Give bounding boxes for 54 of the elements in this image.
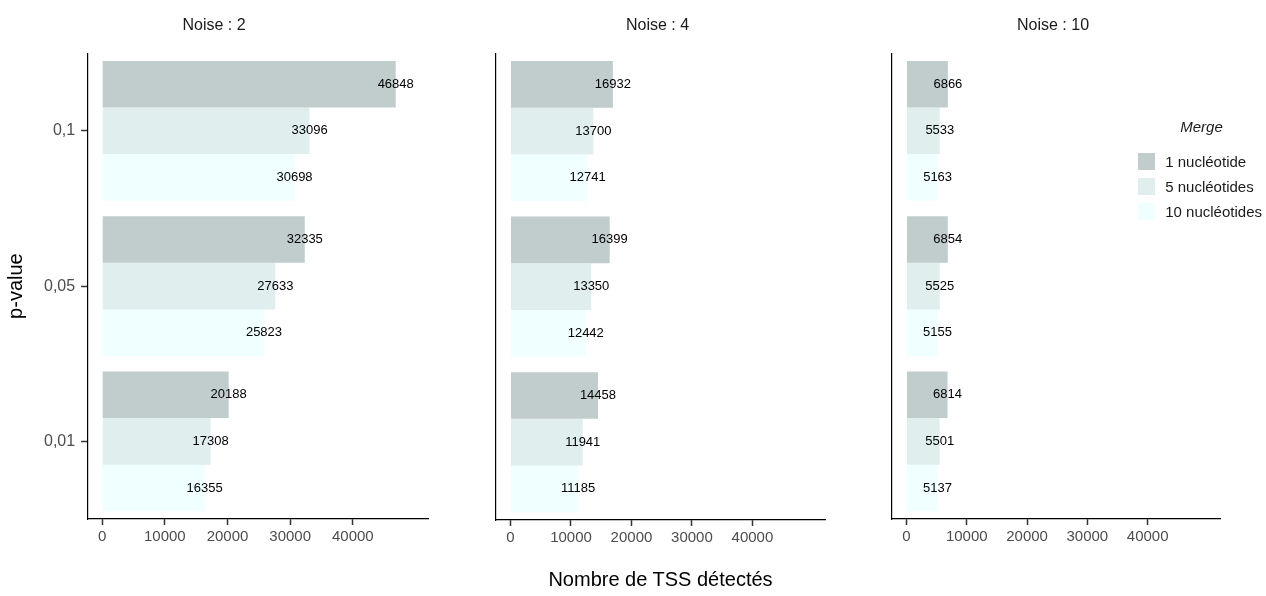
data-label: 5155 bbox=[923, 324, 953, 340]
data-label: 33096 bbox=[291, 122, 328, 138]
chart-title: Noise : 10 bbox=[1016, 16, 1090, 34]
x-tick-label: 10000 bbox=[945, 527, 988, 545]
legend-label: 10 nucléotides bbox=[1165, 203, 1262, 220]
data-label: 16399 bbox=[591, 231, 628, 247]
data-label: 5525 bbox=[925, 277, 955, 293]
data-label: 11185 bbox=[561, 480, 596, 496]
data-label: 5137 bbox=[922, 479, 952, 495]
legend-label: 1 nucléotide bbox=[1165, 153, 1247, 170]
y-tick-label: 0,1 bbox=[52, 121, 76, 139]
data-label: 16355 bbox=[186, 479, 223, 495]
x-tick-label: 40000 bbox=[731, 528, 774, 546]
data-label: 12741 bbox=[569, 169, 606, 185]
data-label: 6866 bbox=[933, 75, 963, 91]
x-axis-title: Nombre de TSS détectés bbox=[548, 567, 773, 590]
data-label: 11941 bbox=[565, 433, 601, 449]
x-tick-label: 40000 bbox=[1126, 527, 1169, 545]
x-tick-label: 30000 bbox=[671, 528, 713, 546]
data-label: 46848 bbox=[377, 75, 414, 91]
x-tick-label: 10000 bbox=[143, 527, 186, 545]
x-tick-label: 30000 bbox=[1066, 527, 1109, 545]
data-label: 13350 bbox=[573, 278, 610, 294]
data-label: 27633 bbox=[257, 277, 294, 293]
data-label: 6854 bbox=[933, 231, 963, 247]
data-label: 12442 bbox=[567, 324, 604, 340]
chart-title: Noise : 2 bbox=[182, 16, 246, 34]
x-tick-label: 20000 bbox=[1006, 527, 1048, 545]
x-tick-label: 0 bbox=[902, 527, 911, 545]
x-tick-label: 0 bbox=[506, 528, 515, 546]
x-tick-label: 40000 bbox=[331, 527, 374, 545]
data-label: 5163 bbox=[923, 168, 953, 184]
data-label: 32335 bbox=[286, 231, 323, 247]
x-tick-label: 20000 bbox=[206, 527, 249, 545]
x-tick-label: 0 bbox=[98, 527, 107, 545]
data-label: 30698 bbox=[276, 168, 313, 184]
data-label: 25823 bbox=[245, 324, 283, 340]
legend-label: 5 nucléotides bbox=[1165, 178, 1254, 195]
chart-title: Noise : 4 bbox=[625, 16, 690, 34]
x-tick-label: 10000 bbox=[550, 528, 592, 546]
data-label: 16932 bbox=[594, 75, 631, 91]
y-tick-label: 0,05 bbox=[44, 276, 76, 294]
data-label: 17308 bbox=[192, 432, 229, 448]
y-axis-title: p-value bbox=[3, 253, 26, 319]
data-label: 14458 bbox=[579, 387, 617, 403]
x-tick-label: 30000 bbox=[269, 527, 312, 545]
legend-title: Merge bbox=[1180, 118, 1224, 135]
x-tick-label: 20000 bbox=[610, 528, 653, 546]
data-label: 13700 bbox=[575, 122, 612, 138]
data-label: 5501 bbox=[925, 432, 955, 448]
data-label: 5533 bbox=[925, 122, 955, 138]
data-label: 20188 bbox=[210, 386, 247, 402]
data-label: 6814 bbox=[933, 386, 963, 402]
y-tick-label: 0,01 bbox=[44, 431, 76, 449]
